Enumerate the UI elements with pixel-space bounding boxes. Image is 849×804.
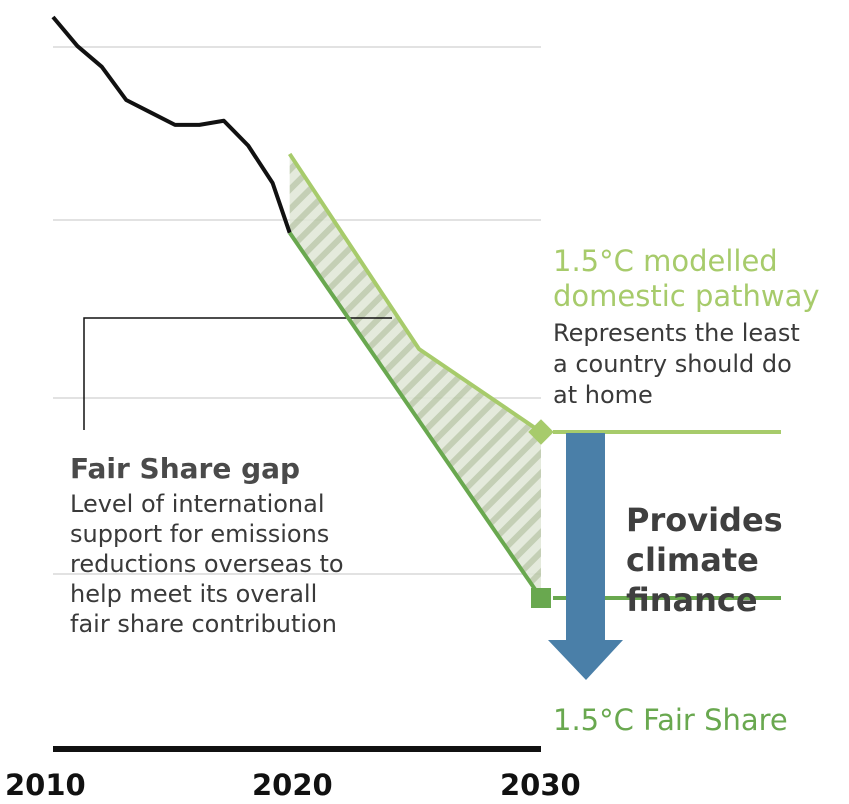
gap-description-line: support for emissions — [70, 520, 330, 548]
modelled-line — [288, 152, 543, 434]
grid-lines — [53, 46, 541, 575]
gap-leader-line — [83, 317, 392, 430]
fair-share-label: 1.5°C Fair Share — [553, 703, 788, 737]
gap-description-line: help meet its overall — [70, 580, 318, 608]
x-tick-label: 2030 — [500, 768, 581, 802]
modelled-pathway-description-line: Represents the least — [553, 319, 800, 347]
fair-share-gap-area — [289, 153, 541, 598]
modelled-pathway-title: 1.5°C modelled domestic pathway — [553, 244, 820, 314]
gap-description-line: reductions overseas to — [70, 550, 344, 578]
x-tick-label: 2010 — [5, 768, 86, 802]
modelled-pathway-description-line: a country should do — [553, 350, 792, 378]
modelled-pathway-description: Represents the least a country should do… — [553, 318, 800, 411]
modelled-pathway-title-line: 1.5°C modelled — [553, 244, 778, 278]
climate-finance-arrow — [548, 433, 623, 680]
series-lines — [51, 15, 543, 600]
climate-finance-label-line: climate — [626, 541, 759, 579]
climate-finance-label-line: finance — [626, 581, 758, 619]
fair-share-gap-title: Fair Share gap — [70, 452, 301, 485]
modelled-endpoint-marker — [528, 419, 554, 445]
fair-share-endpoint-marker — [531, 588, 551, 608]
fair-share-gap-description: Level of international support for emiss… — [70, 489, 344, 639]
gap-description-line: Level of international — [70, 490, 325, 518]
climate-finance-label: Provides climate finance — [626, 500, 783, 620]
climate-finance-label-line: Provides — [626, 501, 783, 539]
modelled-pathway-description-line: at home — [553, 381, 653, 409]
gap-description-line: fair share contribution — [70, 610, 337, 638]
historical-line — [51, 15, 292, 234]
x-tick-label: 2020 — [252, 768, 333, 802]
fair_share-line — [288, 231, 543, 600]
modelled-pathway-title-line: domestic pathway — [553, 279, 820, 313]
